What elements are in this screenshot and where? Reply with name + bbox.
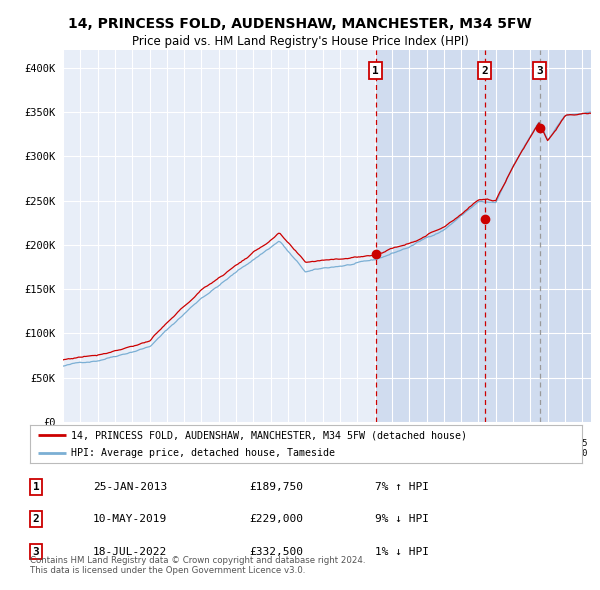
Text: 18-JUL-2022: 18-JUL-2022 [93,547,167,556]
Text: 08
20: 08 20 [283,438,293,458]
Text: 99
19: 99 19 [127,438,137,458]
Text: 09
20: 09 20 [300,438,311,458]
Text: 2: 2 [32,514,40,524]
Text: 13
20: 13 20 [370,438,380,458]
Text: £332,500: £332,500 [249,547,303,556]
Text: 14, PRINCESS FOLD, AUDENSHAW, MANCHESTER, M34 5FW (detached house): 14, PRINCESS FOLD, AUDENSHAW, MANCHESTER… [71,430,467,440]
Text: £189,750: £189,750 [249,482,303,491]
Text: 00
20: 00 20 [145,438,155,458]
Text: 15
20: 15 20 [404,438,415,458]
Text: 10-MAY-2019: 10-MAY-2019 [93,514,167,524]
Bar [376,50,591,422]
Text: 7% ↑ HPI: 7% ↑ HPI [375,482,429,491]
Text: 23
20: 23 20 [542,438,553,458]
Text: 3: 3 [32,547,40,556]
Text: 9% ↓ HPI: 9% ↓ HPI [375,514,429,524]
Text: 14
20: 14 20 [386,438,397,458]
Text: 14, PRINCESS FOLD, AUDENSHAW, MANCHESTER, M34 5FW: 14, PRINCESS FOLD, AUDENSHAW, MANCHESTER… [68,17,532,31]
Text: 21
20: 21 20 [508,438,518,458]
Text: Price paid vs. HM Land Registry's House Price Index (HPI): Price paid vs. HM Land Registry's House … [131,35,469,48]
Text: 12
20: 12 20 [352,438,362,458]
Text: 98
19: 98 19 [110,438,120,458]
Text: 97
19: 97 19 [92,438,103,458]
Text: 04
20: 04 20 [214,438,224,458]
Text: 07
20: 07 20 [265,438,276,458]
Text: 24
20: 24 20 [560,438,570,458]
Text: 18
20: 18 20 [456,438,466,458]
Text: 10
20: 10 20 [317,438,328,458]
Text: 22
20: 22 20 [525,438,536,458]
Text: 11
20: 11 20 [335,438,345,458]
Text: 95
19: 95 19 [58,438,68,458]
Text: 01
20: 01 20 [161,438,172,458]
Text: 25-JAN-2013: 25-JAN-2013 [93,482,167,491]
Text: £229,000: £229,000 [249,514,303,524]
Text: 17
20: 17 20 [439,438,449,458]
Text: 16
20: 16 20 [421,438,432,458]
Text: 19
20: 19 20 [473,438,484,458]
Text: 05
20: 05 20 [231,438,241,458]
Text: HPI: Average price, detached house, Tameside: HPI: Average price, detached house, Tame… [71,448,335,458]
Text: 96
19: 96 19 [75,438,86,458]
Text: Contains HM Land Registry data © Crown copyright and database right 2024.
This d: Contains HM Land Registry data © Crown c… [30,556,365,575]
Text: 20
20: 20 20 [491,438,501,458]
Text: 3: 3 [536,65,543,76]
Text: 1% ↓ HPI: 1% ↓ HPI [375,547,429,556]
Text: 06
20: 06 20 [248,438,259,458]
Text: 2: 2 [482,65,488,76]
Text: 02
20: 02 20 [179,438,190,458]
Text: 1: 1 [373,65,379,76]
Text: 25
20: 25 20 [577,438,587,458]
Text: 03
20: 03 20 [196,438,207,458]
Text: 1: 1 [32,482,40,491]
